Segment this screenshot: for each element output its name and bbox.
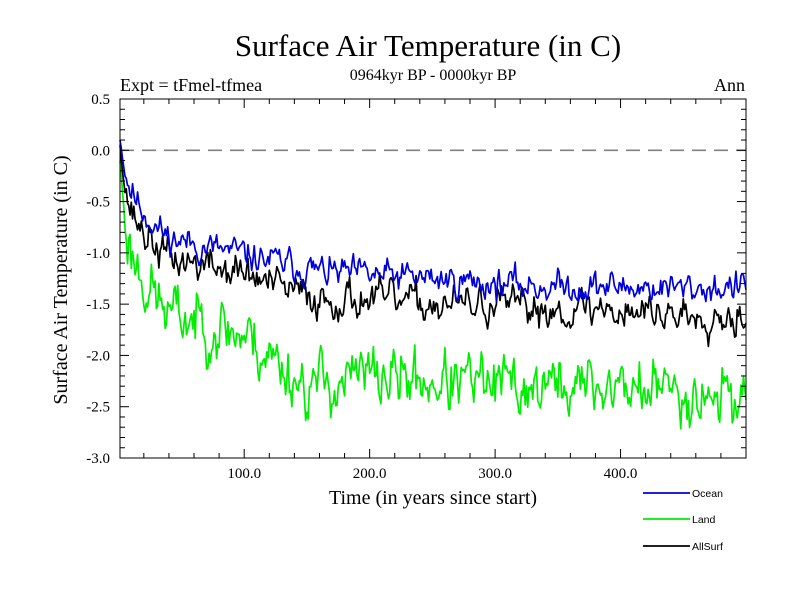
expt-label: Expt = tFmel-tfmea [120,75,262,95]
series-line-land [119,160,747,430]
series-line-ocean [119,139,747,303]
y-tick-labels: 0.5 0.0 -0.5 -1.0 -1.5 -2.0 -2.5 -3.0 [86,92,110,467]
series-layer [119,139,747,430]
y-tick-label: 0.0 [91,143,110,159]
y-tick-label: -2.0 [86,348,110,364]
x-tick-label: 200.0 [353,466,387,482]
x-tick-labels: 100.0 200.0 300.0 400.0 [227,466,637,482]
legend: Ocean Land AllSurf [643,488,723,553]
chart-title: Surface Air Temperature (in C) [235,28,621,63]
tick-layer [120,98,746,459]
legend-label-allsurf: AllSurf [692,541,723,553]
series-line-allsurf [119,145,747,348]
x-tick-label: 300.0 [478,466,512,482]
y-tick-label: -2.5 [86,400,110,416]
y-tick-label: -1.5 [86,297,110,313]
y-tick-label: -1.0 [86,246,110,262]
x-tick-label: 100.0 [227,466,261,482]
season-label: Ann [714,75,745,95]
y-tick-label: -0.5 [86,195,110,211]
y-axis-label: Surface Air Temperature (in C) [50,155,72,404]
chart-subtitle: 0964kyr BP - 0000kyr BP [350,67,517,84]
y-tick-label: 0.5 [91,92,110,108]
legend-label-ocean: Ocean [692,488,723,500]
plot-frame [119,98,747,459]
y-tick-label: -3.0 [86,451,110,467]
x-axis-label: Time (in years since start) [329,487,537,509]
x-tick-label: 400.0 [604,466,638,482]
legend-label-land: Land [692,514,716,526]
